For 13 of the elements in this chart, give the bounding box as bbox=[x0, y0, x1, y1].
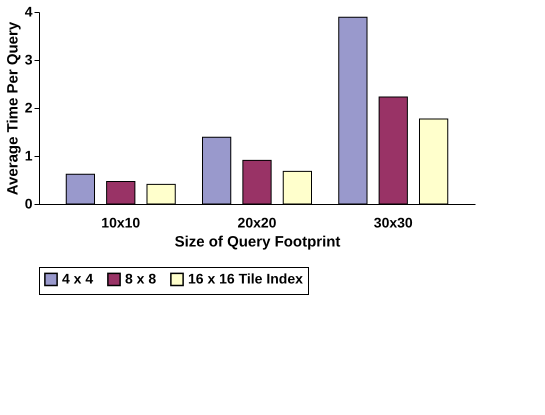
y-axis-title: Average Time Per Query bbox=[4, 21, 22, 196]
x-tick-label: 10x10 bbox=[101, 214, 140, 230]
y-tick-label: 4 bbox=[24, 4, 33, 20]
legend-label: 4 x 4 bbox=[62, 270, 94, 286]
y-tick-label: 0 bbox=[24, 196, 33, 212]
legend-label: 8 x 8 bbox=[125, 270, 156, 286]
y-tick-label: 1 bbox=[24, 148, 33, 164]
legend-label: 16 x 16 Tile Index bbox=[188, 270, 304, 286]
x-tick-label: 30x30 bbox=[374, 214, 413, 230]
y-tick-label: 3 bbox=[24, 52, 33, 68]
x-axis-title: Size of Query Footprint bbox=[174, 234, 340, 250]
x-tick-label: 20x20 bbox=[238, 214, 277, 230]
y-tick-label: 2 bbox=[24, 100, 33, 116]
